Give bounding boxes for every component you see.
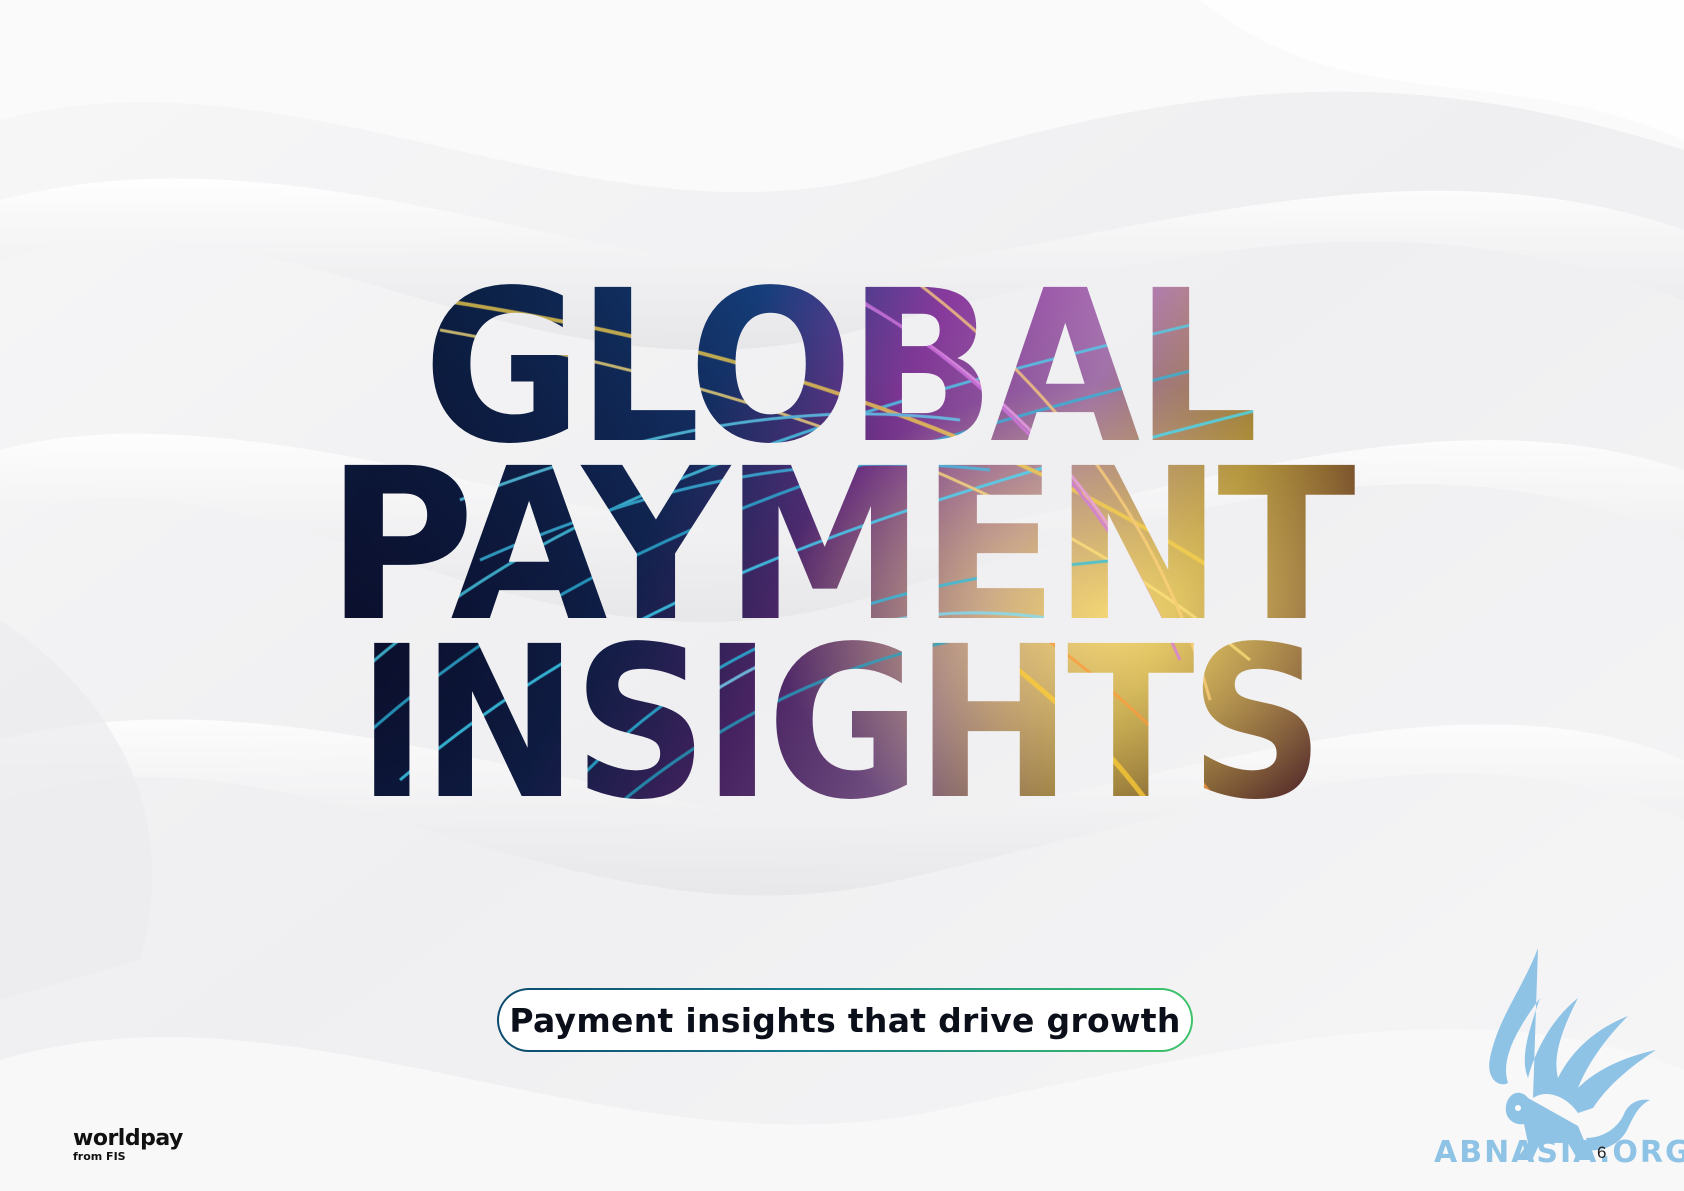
logo-name: worldpay	[73, 1126, 183, 1151]
title-line-insights: INSIGHTS	[357, 601, 1319, 846]
title-line-global: GLOBAL	[423, 245, 1254, 490]
tagline-inner: Payment insights that drive growth	[499, 990, 1191, 1050]
worldpay-logo: worldpay from FIS	[73, 1128, 193, 1168]
griffin-icon	[1489, 948, 1656, 1160]
tagline-text: Payment insights that drive growth	[509, 1000, 1181, 1040]
logo-sub: from FIS	[73, 1150, 126, 1163]
watermark-text: ABNASIA.ORG	[1434, 1135, 1684, 1170]
tagline-pill: Payment insights that drive growth	[497, 988, 1193, 1052]
page-number: 6	[1597, 1143, 1607, 1162]
title-line-payment: PAYMENT	[326, 423, 1356, 668]
